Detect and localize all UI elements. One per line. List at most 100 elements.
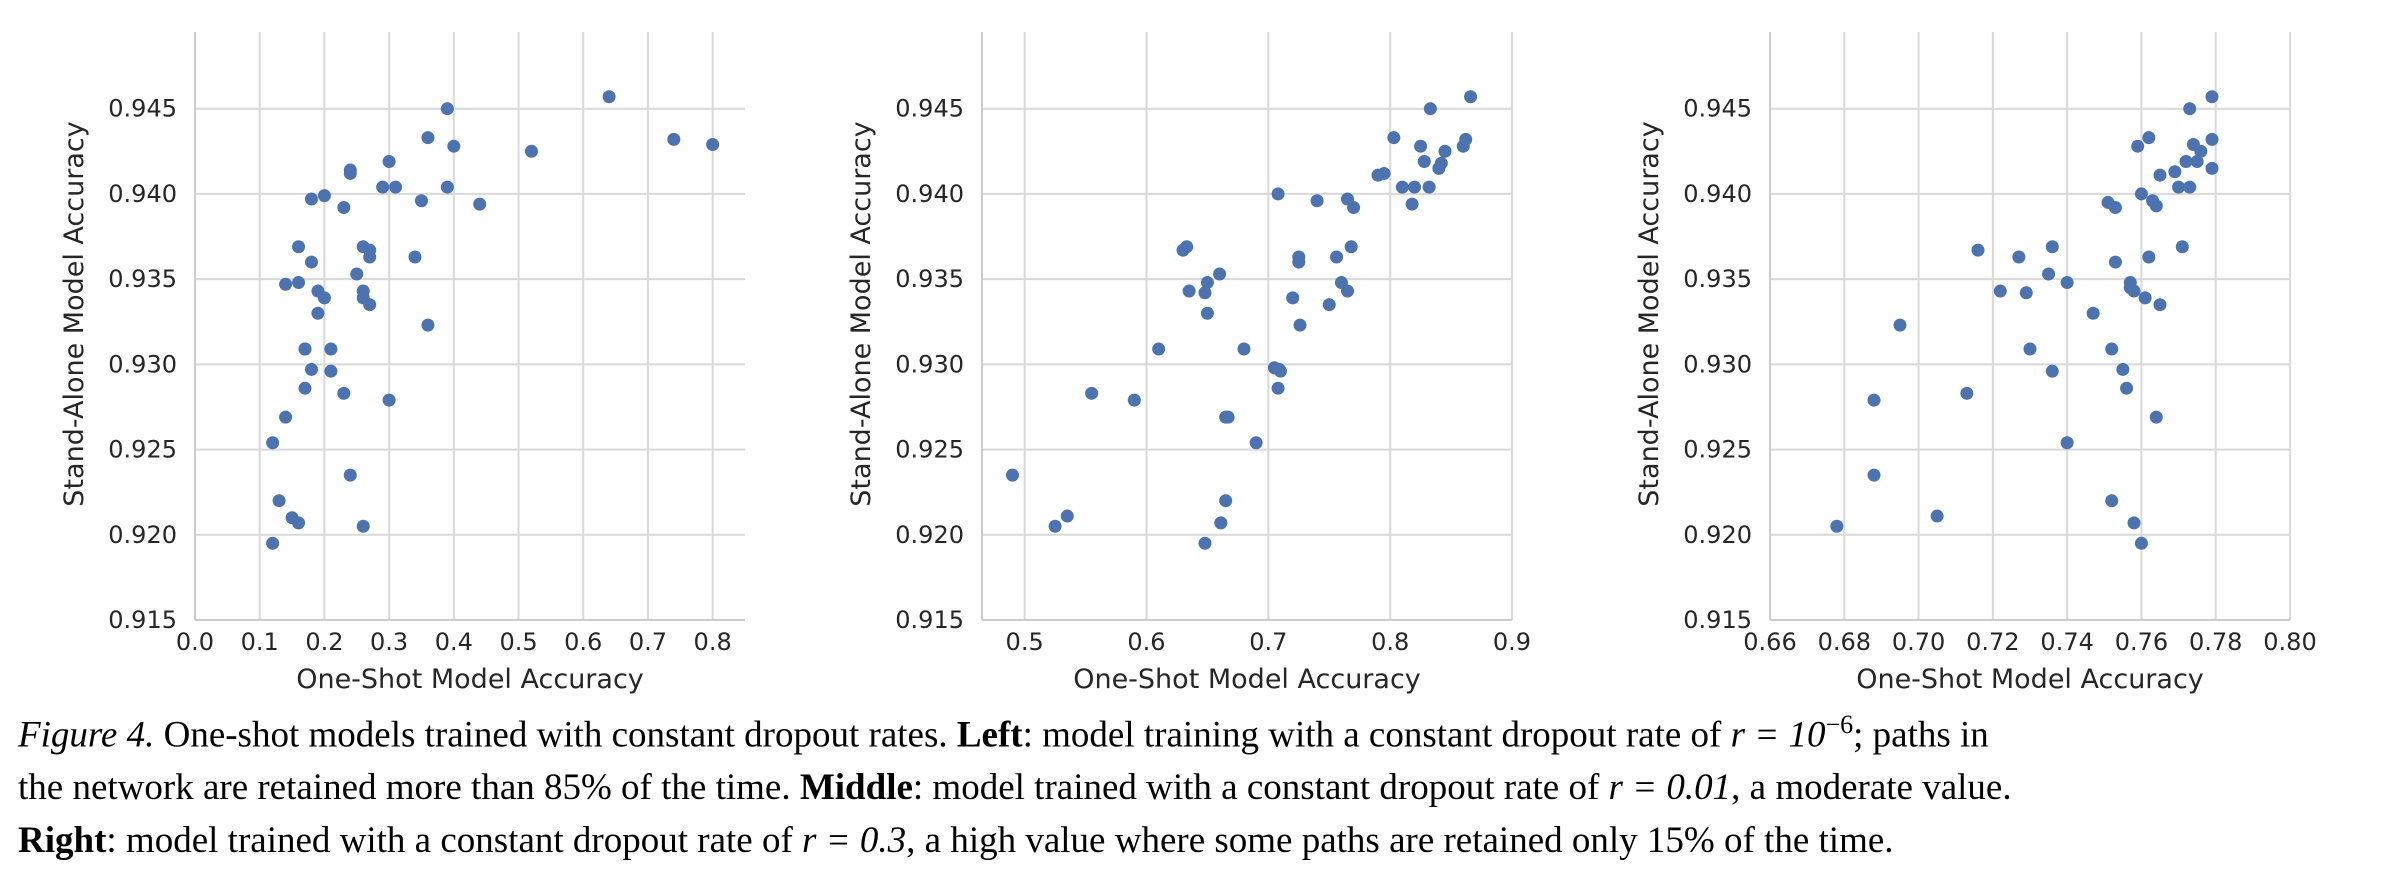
scatter-point xyxy=(1434,156,1448,170)
scatter-point xyxy=(408,250,422,264)
scatter-point xyxy=(2023,342,2037,356)
scatter-point xyxy=(473,197,487,211)
x-tick-label: 0.68 xyxy=(1818,628,1871,656)
scatter-point xyxy=(1322,298,1336,312)
scatter-point xyxy=(1377,166,1391,180)
caption-figure-label: Figure 4. xyxy=(18,714,155,756)
scatter-point xyxy=(382,393,396,407)
caption-line-3: Right: model trained with a constant dro… xyxy=(18,814,2388,867)
x-tick-label: 0.5 xyxy=(499,628,537,656)
scatter-point xyxy=(2149,199,2163,213)
caption-math: r = 0.01 xyxy=(1608,767,1732,809)
x-tick-label: 0.76 xyxy=(2115,628,2168,656)
scatter-point xyxy=(1867,393,1881,407)
scatter-point xyxy=(2172,180,2186,194)
scatter-panel-right: 0.66 0.68 0.70 0.72 0.74 0.76 0.78 0.80 0.915 0.9… xyxy=(1634,32,2317,695)
x-tick-label: 0.72 xyxy=(1966,628,2019,656)
scatter-point xyxy=(1408,180,1422,194)
scatter-point xyxy=(1971,243,1985,257)
scatter-point xyxy=(1286,291,1300,305)
caption-text: ; paths in xyxy=(1853,714,1989,756)
scatter-point xyxy=(2183,180,2197,194)
scatter-point xyxy=(2168,165,2182,179)
scatter-point xyxy=(292,240,306,254)
scatter-point xyxy=(1221,410,1235,424)
scatter-point xyxy=(1292,255,1306,269)
scatter-point xyxy=(2134,187,2148,201)
caption-text: the network are retained more than 85% o… xyxy=(18,767,800,809)
x-tick-label: 0.5 xyxy=(1006,628,1044,656)
scatter-point xyxy=(414,194,428,208)
scatter-point xyxy=(1830,519,1844,533)
scatter-point xyxy=(602,90,616,104)
scatter-point xyxy=(1182,284,1196,298)
caption-bold-right: Right xyxy=(18,820,107,862)
scatter-point xyxy=(337,201,351,215)
y-tick-label: 0.940 xyxy=(108,180,177,208)
y-tick-label: 0.925 xyxy=(1683,436,1752,464)
scatter-point xyxy=(2194,144,2208,158)
scatter-point xyxy=(1271,187,1285,201)
scatter-point xyxy=(2142,250,2156,264)
scatter-point xyxy=(2045,240,2059,254)
scatter-point xyxy=(2153,168,2167,182)
scatter-point xyxy=(272,494,286,508)
scatter-point xyxy=(2105,494,2119,508)
x-axis-label: One-Shot Model Accuracy xyxy=(1856,664,2204,695)
y-tick-label: 0.915 xyxy=(895,606,964,634)
scatter-point xyxy=(1249,436,1263,450)
scatter-point xyxy=(1387,131,1401,145)
scatter-point xyxy=(1060,509,1074,523)
scatter-point xyxy=(292,276,306,290)
scatter-point xyxy=(1330,250,1344,264)
scatter-point xyxy=(667,132,681,146)
x-tick-label: 0.4 xyxy=(435,628,473,656)
y-tick-label: 0.915 xyxy=(108,606,177,634)
scatter-point xyxy=(1200,306,1214,320)
scatter-point xyxy=(304,192,318,206)
x-tick-label: 0.0 xyxy=(176,628,214,656)
scatter-point xyxy=(2205,132,2219,146)
scatter-point xyxy=(1867,468,1881,482)
scatter-point xyxy=(2142,131,2156,145)
caption-line-2: the network are retained more than 85% o… xyxy=(18,761,2388,814)
scatter-point xyxy=(2190,155,2204,169)
scatter-point xyxy=(2045,364,2059,378)
scatter-panel-left: 0.0 0.1 0.2 0.3 0.4 0.5 0.6 0.7 0.8 0.915 0.920 0.9… xyxy=(59,32,745,695)
y-tick-label: 0.920 xyxy=(1683,521,1752,549)
scatter-point xyxy=(1395,180,1409,194)
scatter-point xyxy=(2179,155,2193,169)
scatter-point xyxy=(1893,318,1907,332)
scatter-point xyxy=(2116,362,2130,376)
caption-text: : model training with a constant dropout… xyxy=(1022,714,1731,756)
y-tick-label: 0.945 xyxy=(108,95,177,123)
y-tick-label: 0.920 xyxy=(108,521,177,549)
y-tick-label: 0.930 xyxy=(108,350,177,378)
scatter-point xyxy=(1405,197,1419,211)
y-tick-label: 0.945 xyxy=(1683,95,1752,123)
scatter-point xyxy=(2012,250,2026,264)
scatter-point xyxy=(1198,536,1212,550)
y-tick-label: 0.940 xyxy=(1683,180,1752,208)
scatter-point xyxy=(1271,381,1285,395)
scatter-point xyxy=(2120,381,2134,395)
scatter-point xyxy=(317,189,331,203)
caption-math: r = 0.3 xyxy=(802,820,907,862)
caption-line-1: Figure 4. One-shot models trained with c… xyxy=(18,698,2388,761)
scatter-point xyxy=(382,155,396,169)
scatter-point xyxy=(2131,139,2145,153)
caption-text: : model trained with a constant dropout … xyxy=(106,820,803,862)
scatter-point xyxy=(1219,494,1233,508)
scatter-point xyxy=(2042,267,2056,281)
x-tick-label: 0.66 xyxy=(1743,628,1796,656)
caption-math: r = 10 xyxy=(1730,714,1826,756)
x-tick-label: 0.8 xyxy=(1371,628,1409,656)
scatter-point xyxy=(2127,284,2141,298)
scatter-point xyxy=(1127,393,1141,407)
scatter-point xyxy=(1213,267,1227,281)
scatter-point xyxy=(421,131,435,145)
scatter-point xyxy=(1274,364,1288,378)
scatter-point xyxy=(1198,286,1212,300)
scatter-point xyxy=(1414,139,1428,153)
scatter-point xyxy=(324,342,338,356)
